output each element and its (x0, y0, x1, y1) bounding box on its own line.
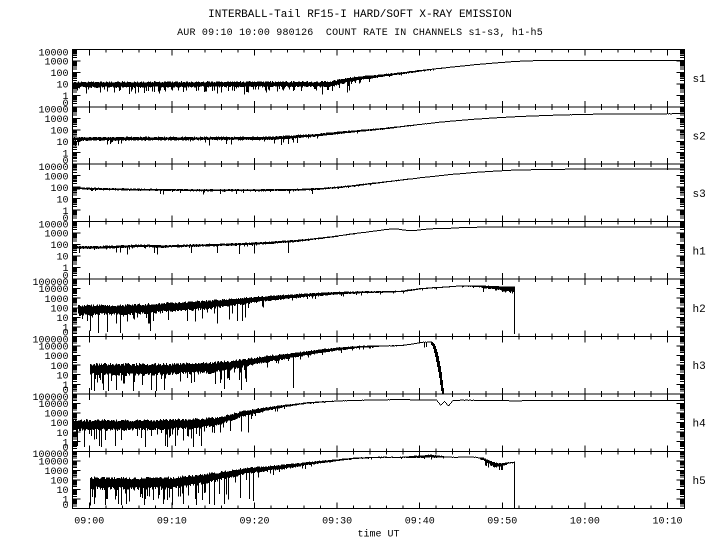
svg-text:h1: h1 (693, 246, 707, 258)
svg-text:10: 10 (56, 138, 68, 149)
svg-text:10000: 10000 (38, 48, 68, 59)
svg-text:h2: h2 (693, 304, 706, 316)
svg-text:100: 100 (50, 241, 68, 252)
svg-text:09:30: 09:30 (322, 516, 352, 527)
svg-text:100: 100 (50, 126, 68, 137)
svg-text:0: 0 (62, 271, 68, 282)
svg-text:1000: 1000 (44, 410, 68, 421)
svg-text:10000: 10000 (38, 458, 68, 469)
svg-text:100: 100 (50, 304, 68, 315)
svg-text:100: 100 (50, 184, 68, 195)
svg-text:10: 10 (56, 371, 68, 382)
svg-text:10:10: 10:10 (652, 516, 682, 527)
svg-text:1: 1 (62, 149, 68, 160)
svg-text:10: 10 (56, 314, 68, 325)
svg-text:09:40: 09:40 (405, 516, 435, 527)
svg-text:10000: 10000 (38, 221, 68, 232)
svg-text:1: 1 (62, 324, 68, 335)
svg-text:h5: h5 (693, 476, 706, 488)
svg-text:100: 100 (50, 477, 68, 488)
svg-text:0: 0 (62, 329, 68, 340)
svg-text:1000: 1000 (44, 467, 68, 478)
svg-text:100: 100 (50, 419, 68, 430)
svg-text:0: 0 (62, 501, 68, 512)
svg-text:h3: h3 (693, 361, 706, 373)
svg-text:1000: 1000 (44, 58, 68, 69)
svg-text:1000: 1000 (44, 295, 68, 306)
svg-text:AUR 09:10 10:00 980126 COUNT: AUR 09:10 10:00 980126 COUNT RATE IN CHA… (177, 27, 543, 39)
svg-text:0: 0 (62, 214, 68, 225)
svg-text:1: 1 (62, 92, 68, 103)
svg-text:s1: s1 (693, 74, 707, 86)
svg-text:10000: 10000 (38, 400, 68, 411)
svg-text:s2: s2 (693, 132, 706, 144)
svg-text:09:00: 09:00 (74, 516, 104, 527)
svg-text:10000: 10000 (38, 285, 68, 296)
svg-text:h4: h4 (693, 419, 707, 431)
svg-text:10: 10 (56, 80, 68, 91)
svg-text:1000: 1000 (44, 230, 68, 241)
svg-text:100: 100 (50, 69, 68, 80)
svg-text:0: 0 (62, 99, 68, 110)
svg-text:09:20: 09:20 (239, 516, 269, 527)
svg-text:1000: 1000 (44, 115, 68, 126)
svg-text:100: 100 (50, 362, 68, 373)
svg-text:09:50: 09:50 (487, 516, 517, 527)
svg-text:10: 10 (56, 429, 68, 440)
svg-text:10: 10 (56, 253, 68, 264)
svg-text:1: 1 (62, 264, 68, 275)
svg-text:100000: 100000 (32, 450, 68, 461)
svg-text:09:10: 09:10 (157, 516, 187, 527)
svg-text:1: 1 (62, 496, 68, 507)
svg-text:1: 1 (62, 438, 68, 449)
svg-text:10000: 10000 (38, 343, 68, 354)
svg-text:1: 1 (62, 207, 68, 218)
svg-text:10000: 10000 (38, 106, 68, 117)
svg-text:100000: 100000 (32, 335, 68, 346)
svg-text:10: 10 (56, 195, 68, 206)
svg-text:s3: s3 (693, 189, 706, 201)
svg-text:0: 0 (62, 444, 68, 455)
svg-text:1000: 1000 (44, 352, 68, 363)
svg-text:INTERBALL-Tail RF15-I HARD/SOF: INTERBALL-Tail RF15-I HARD/SOFT X-RAY EM… (208, 9, 512, 21)
svg-text:time UT: time UT (357, 528, 399, 540)
svg-text:1: 1 (62, 381, 68, 392)
svg-text:0: 0 (62, 386, 68, 397)
svg-text:10000: 10000 (38, 163, 68, 174)
svg-text:10:00: 10:00 (570, 516, 600, 527)
svg-text:1000: 1000 (44, 172, 68, 183)
svg-text:0: 0 (62, 156, 68, 167)
svg-text:100000: 100000 (32, 278, 68, 289)
svg-text:10: 10 (56, 486, 68, 497)
svg-text:100000: 100000 (32, 393, 68, 404)
